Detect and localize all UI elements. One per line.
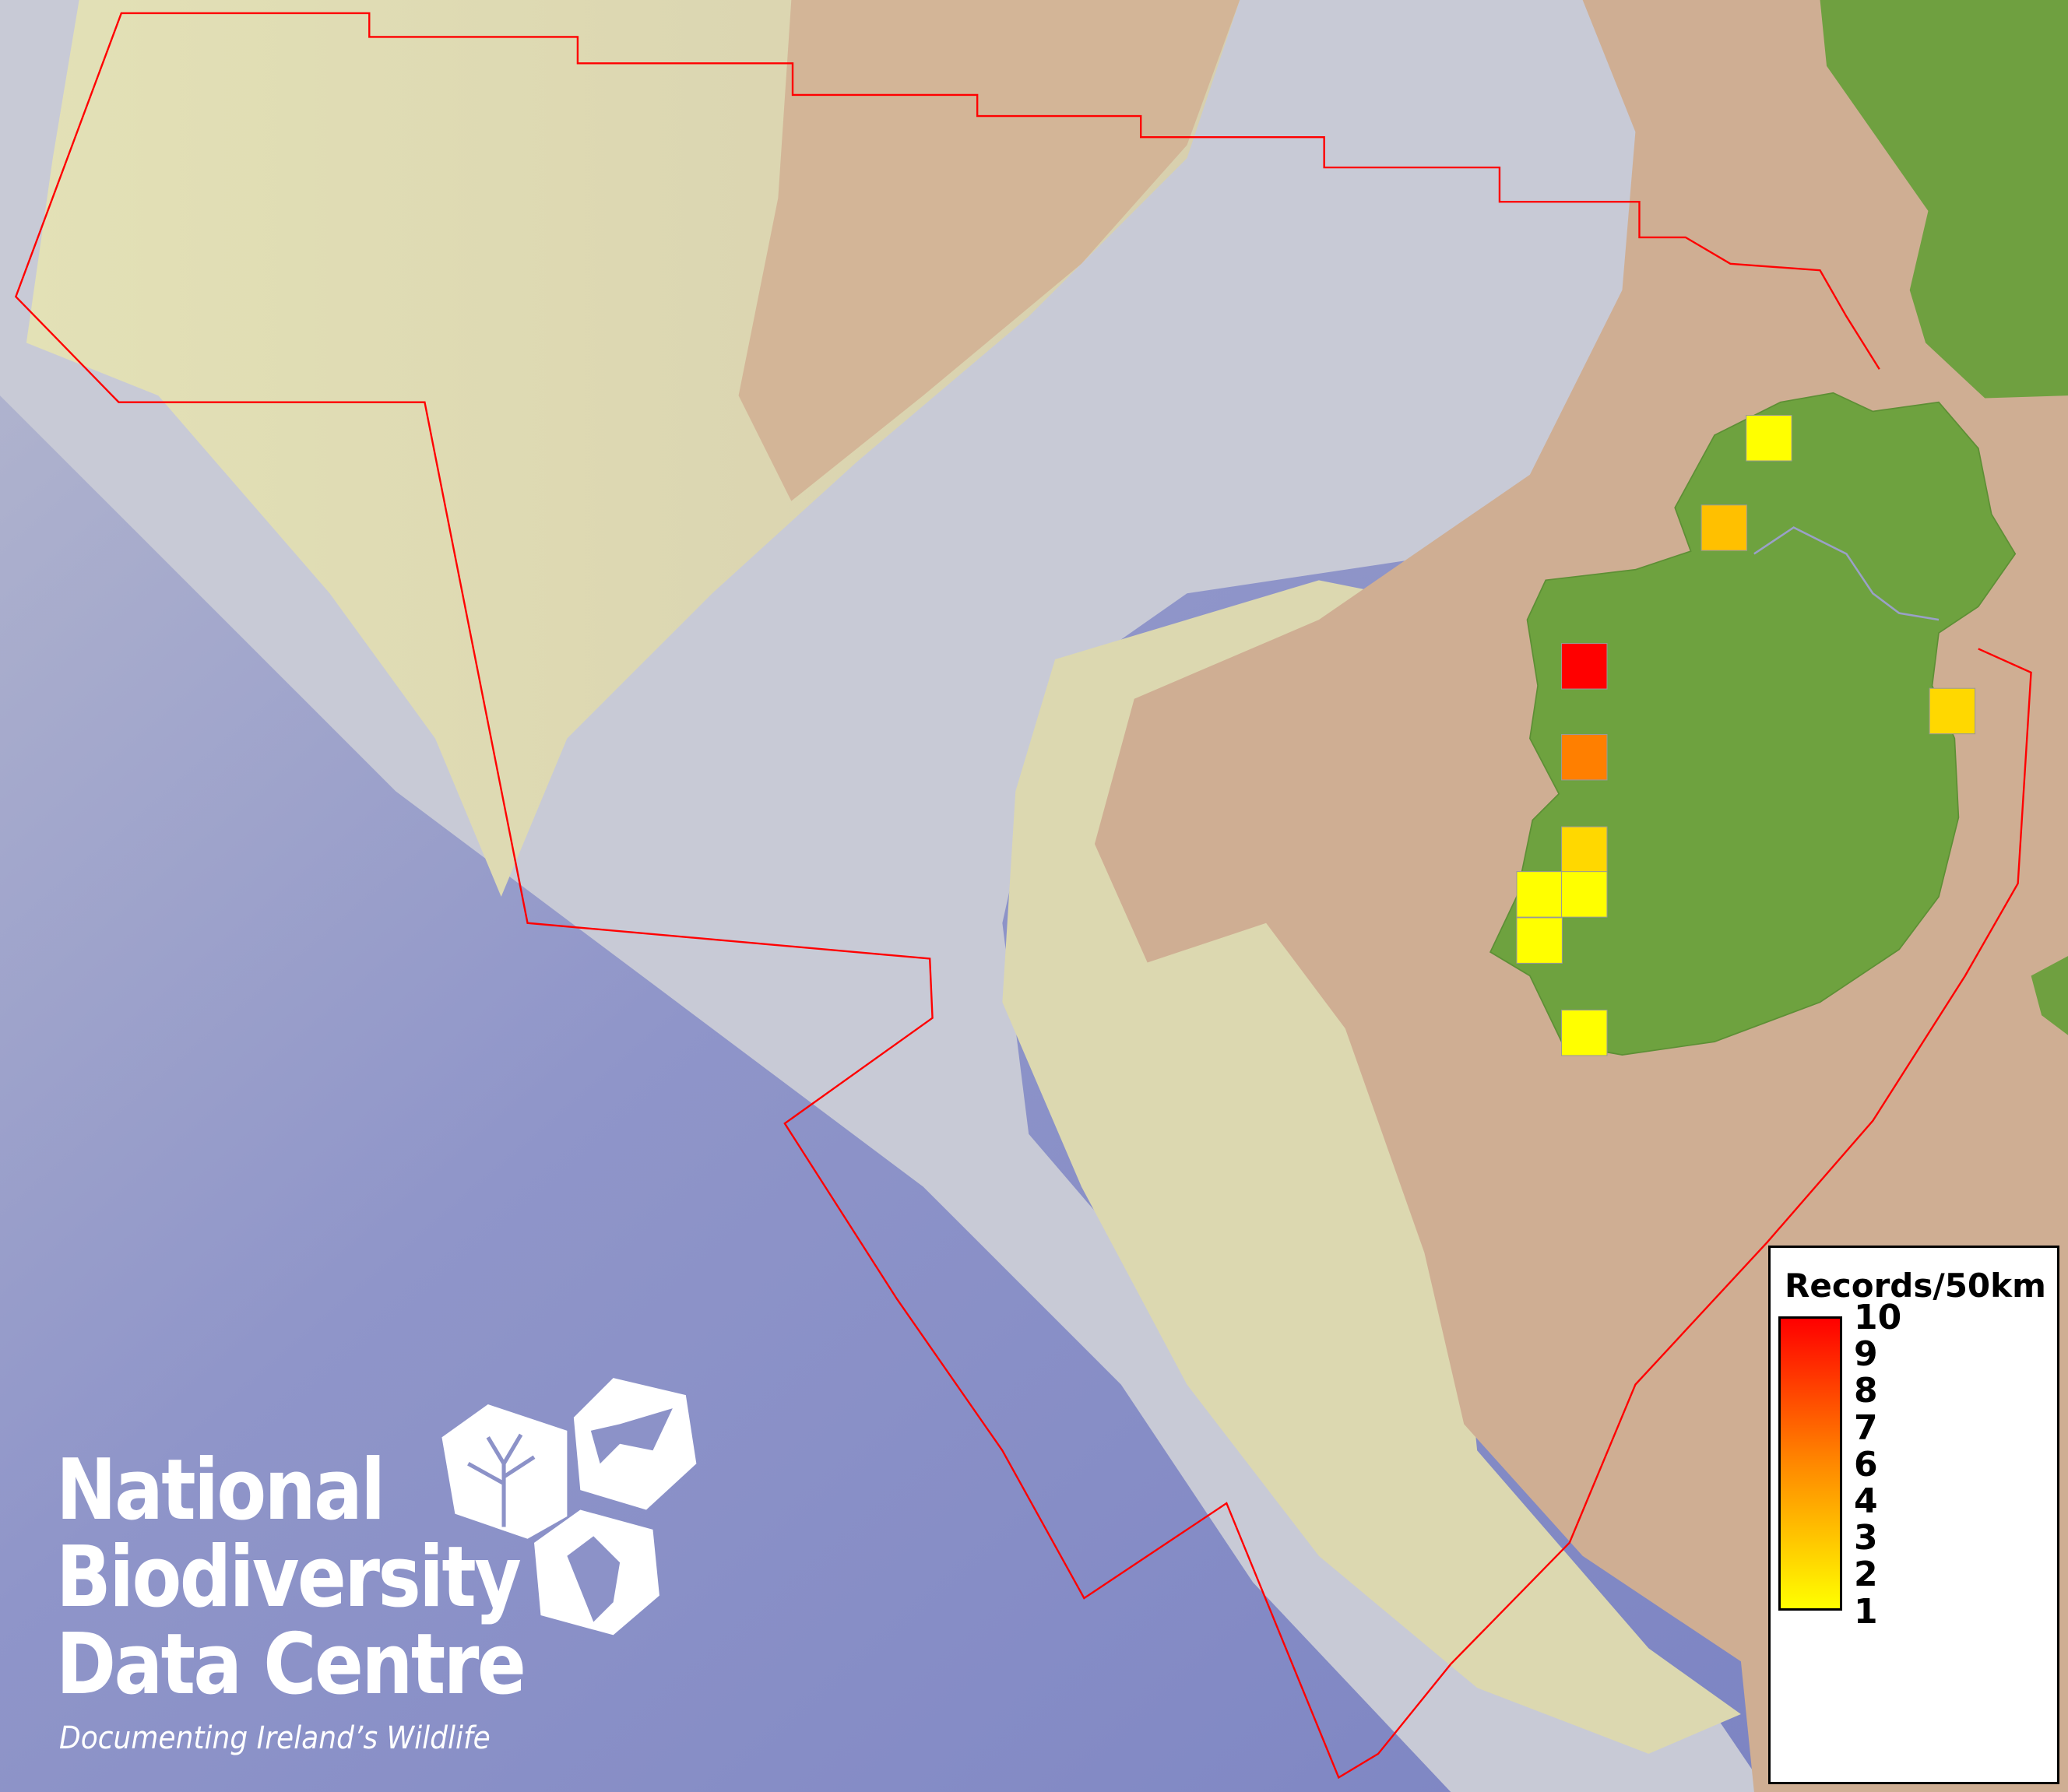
shelf-tan-north bbox=[738, 0, 1240, 501]
butterfly-icon bbox=[590, 1408, 673, 1464]
ireland-land bbox=[1489, 392, 2017, 1056]
legend-tick-label: 1 bbox=[1854, 1591, 1878, 1632]
legend-tick-label: 7 bbox=[1854, 1407, 1878, 1448]
record-cell[interactable] bbox=[1929, 687, 1976, 735]
legend-title: Records/50km bbox=[1785, 1267, 2046, 1305]
legend-tick-label: 2 bbox=[1854, 1555, 1878, 1595]
logo-line-1: National bbox=[56, 1442, 385, 1539]
record-cell[interactable] bbox=[1516, 871, 1563, 918]
legend-tick-label: 4 bbox=[1854, 1481, 1878, 1521]
record-cell[interactable] bbox=[1700, 504, 1748, 551]
legend-tick-label: 10 bbox=[1854, 1298, 1902, 1337]
legend-tick-label: 6 bbox=[1854, 1444, 1878, 1485]
ni-border bbox=[1753, 526, 1940, 621]
records-grid bbox=[1516, 415, 1976, 1056]
legend-color-ramp bbox=[1778, 1316, 1842, 1611]
record-cell[interactable] bbox=[1746, 415, 1792, 462]
record-cell[interactable] bbox=[1561, 733, 1608, 781]
logo-tagline: Documenting Ireland’s Wildlife bbox=[59, 1720, 491, 1756]
nbdc-logo-hexagons bbox=[441, 1378, 697, 1636]
seahorse-icon bbox=[567, 1536, 621, 1622]
record-cell[interactable] bbox=[1516, 917, 1563, 964]
wales-land bbox=[2031, 956, 2068, 1035]
legend: Records/50km 10 9 8 7 6 4 3 2 1 bbox=[1768, 1246, 2059, 1784]
logo-line-3: Data Centre bbox=[56, 1616, 526, 1713]
legend-tick-label: 9 bbox=[1854, 1334, 1878, 1375]
record-cell[interactable] bbox=[1561, 1010, 1608, 1056]
record-cell[interactable] bbox=[1561, 826, 1608, 873]
record-cell[interactable] bbox=[1561, 871, 1608, 918]
legend-tick-label: 8 bbox=[1854, 1371, 1878, 1411]
record-cell[interactable] bbox=[1561, 643, 1608, 690]
legend-tick-label: 3 bbox=[1854, 1518, 1878, 1558]
scotland-land bbox=[1820, 0, 2068, 399]
logo-line-2: Biodiversity bbox=[56, 1529, 522, 1626]
boundary-line bbox=[14, 12, 2032, 1780]
tree-icon bbox=[467, 1433, 536, 1527]
